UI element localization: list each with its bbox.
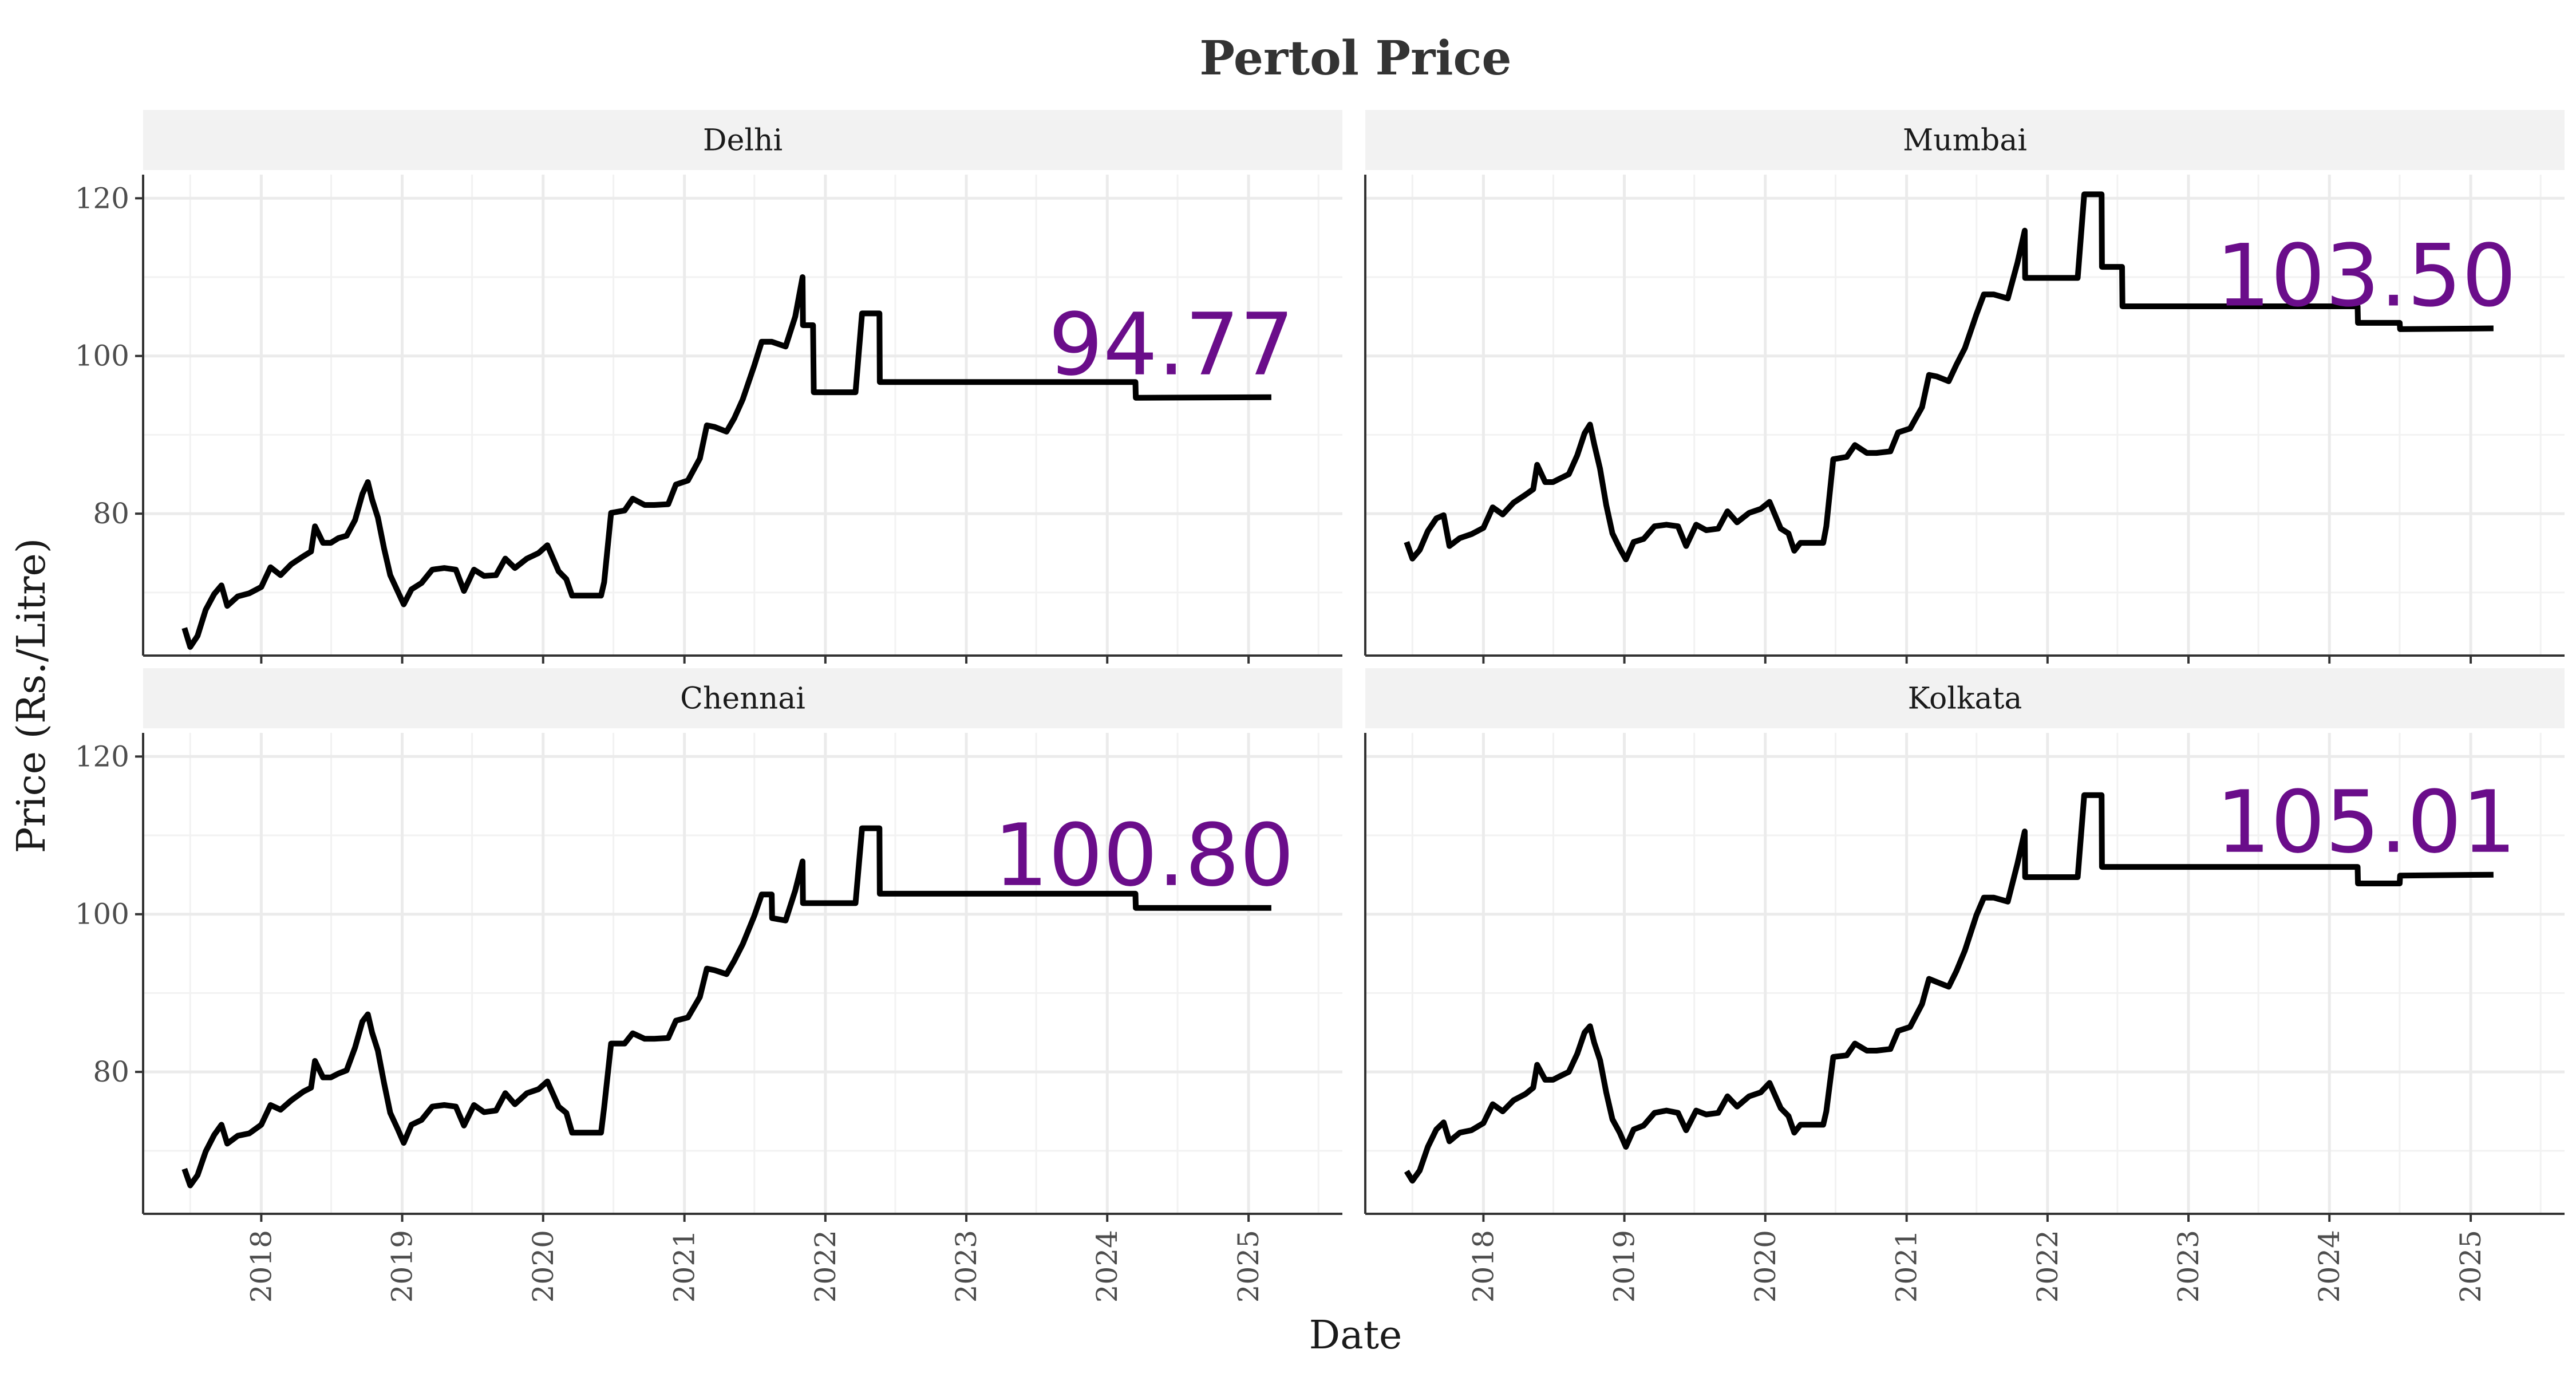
x-tick-label: 2019 (1608, 1230, 1641, 1303)
price-line-chennai (181, 825, 1271, 1189)
x-tick-label: 2022 (2031, 1230, 2064, 1303)
x-tick-label: 2020 (1749, 1230, 1782, 1303)
x-tick-label: 2022 (809, 1230, 842, 1303)
latest-price-annotation-delhi: 94.77 (1048, 295, 1294, 395)
x-tick-label: 2021 (668, 1230, 701, 1303)
x-tick-label: 2025 (1232, 1230, 1265, 1303)
facet-strip-kolkata (1365, 668, 2565, 728)
facet-label-chennai: Chennai (680, 682, 805, 716)
y-tick-label: 120 (75, 182, 129, 215)
facet-label-kolkata: Kolkata (1908, 682, 2022, 716)
x-tick-label: 2023 (2172, 1230, 2205, 1303)
x-tick-label: 2023 (950, 1230, 983, 1303)
x-tick-label: 2024 (1091, 1230, 1124, 1303)
x-tick-label: 2020 (527, 1230, 560, 1303)
price-line-kolkata (1404, 792, 2494, 1184)
y-tick-label: 80 (93, 1055, 129, 1088)
x-tick-label: 2019 (386, 1230, 419, 1303)
facet-panels: Delhi 80 100 120 94.77 Mumbai 103.50 Chennai 80 1… (75, 110, 2565, 1303)
y-axis-title: Price (Rs./Litre) (9, 538, 54, 854)
y-tick-label: 80 (93, 497, 129, 530)
y-tick-label: 100 (75, 898, 129, 931)
facet-label-mumbai: Mumbai (1903, 124, 2027, 158)
x-tick-label: 2024 (2313, 1230, 2346, 1303)
x-tick-label: 2018 (1467, 1230, 1500, 1303)
x-tick-label: 2018 (244, 1230, 278, 1303)
y-tick-label: 120 (75, 740, 129, 773)
facet-strip-chennai (143, 668, 1342, 728)
price-line-mumbai (1404, 191, 2494, 562)
latest-price-annotation-chennai: 100.80 (994, 806, 1294, 906)
latest-price-annotation-mumbai: 103.50 (2216, 227, 2516, 326)
facet-strip-delhi (143, 110, 1342, 170)
y-tick-label: 100 (75, 340, 129, 373)
facet-strip-mumbai (1365, 110, 2565, 170)
price-line-delhi (181, 274, 1271, 650)
x-tick-label: 2025 (2454, 1230, 2487, 1303)
latest-price-annotation-kolkata: 105.01 (2216, 773, 2516, 873)
x-tick-label: 2021 (1890, 1230, 1923, 1303)
chart-title: Pertol Price (1199, 31, 1511, 86)
facet-label-delhi: Delhi (703, 124, 783, 158)
x-axis-title: Date (1309, 1313, 1402, 1358)
